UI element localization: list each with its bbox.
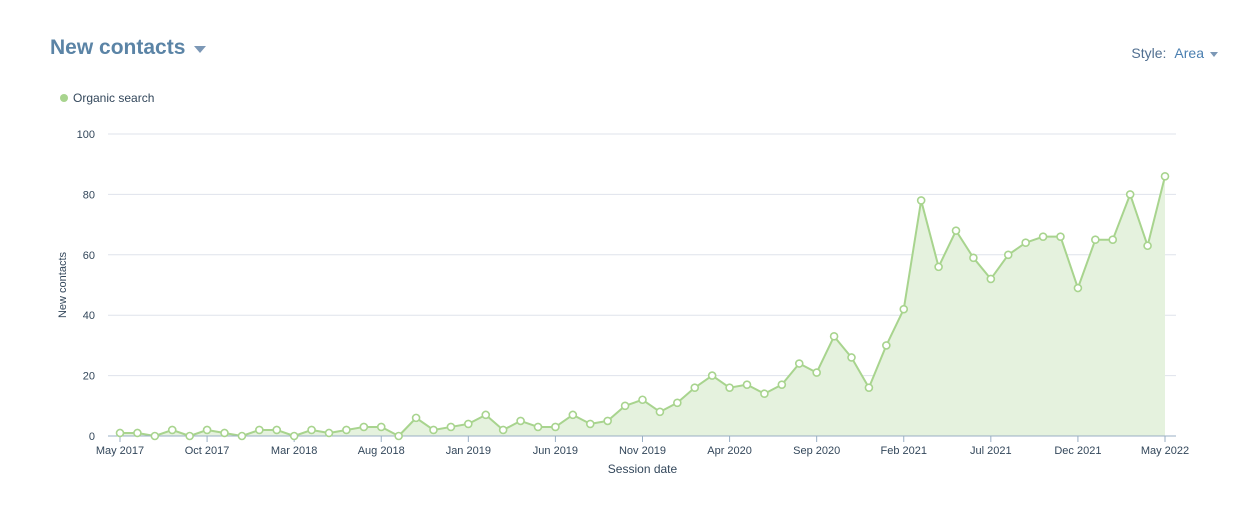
data-point [1160, 171, 1170, 181]
data-point [115, 428, 125, 438]
x-tick-label: Nov 2019 [619, 445, 666, 457]
style-dropdown-value[interactable]: Area [1174, 45, 1204, 61]
data-point [812, 368, 821, 377]
style-label: Style: [1131, 45, 1167, 61]
data-point [777, 380, 787, 389]
data-point [690, 383, 700, 392]
x-tick-label: Jan 2019 [446, 445, 491, 457]
chevron-down-icon[interactable] [194, 46, 207, 53]
area-fill [120, 176, 1165, 436]
data-point [742, 380, 752, 389]
data-point [934, 262, 943, 272]
report-title-dropdown[interactable]: New contacts [50, 36, 207, 60]
data-point [324, 428, 334, 438]
data-point [307, 425, 316, 435]
x-tick-label: Feb 2021 [881, 445, 927, 457]
data-point [1125, 190, 1135, 199]
data-point [481, 410, 491, 420]
y-tick-label: 40 [83, 310, 95, 322]
x-axis-title: Session date [608, 462, 678, 476]
data-point [464, 419, 473, 429]
data-point [899, 304, 909, 314]
data-point [185, 431, 194, 441]
data-point [202, 425, 212, 435]
data-point [673, 398, 682, 408]
data-point [533, 422, 543, 432]
report-title: New contacts [50, 36, 186, 59]
y-tick-label: 0 [89, 431, 95, 443]
y-tick-label: 100 [77, 129, 95, 141]
data-point [133, 428, 142, 438]
data-point [272, 425, 282, 435]
x-tick-label: Jun 2019 [533, 445, 578, 457]
data-point [725, 383, 734, 392]
data-point [951, 226, 961, 235]
data-point [986, 274, 996, 284]
data-point [707, 371, 717, 380]
data-point [1143, 241, 1152, 251]
x-tick-label: May 2022 [1141, 445, 1189, 457]
y-axis-title: New contacts [57, 251, 69, 318]
data-point [829, 332, 839, 341]
data-point [585, 419, 595, 429]
data-point [342, 425, 351, 435]
y-tick-label: 80 [83, 189, 95, 201]
data-point [429, 425, 438, 435]
x-tick-label: Aug 2018 [358, 445, 405, 457]
data-point [1056, 232, 1065, 241]
x-tick-label: Mar 2018 [271, 445, 317, 457]
data-point [1073, 283, 1083, 293]
data-point [847, 353, 856, 362]
data-point [655, 407, 665, 417]
x-tick-label: Dec 2021 [1054, 445, 1101, 457]
legend-label-organic-search: Organic search [73, 91, 155, 105]
data-point [1091, 235, 1100, 244]
x-tick-label: Jul 2021 [970, 445, 1012, 457]
x-tick-label: Sep 2020 [793, 445, 840, 457]
data-point [551, 422, 560, 432]
data-point [603, 416, 612, 426]
data-point [1108, 235, 1118, 244]
chart-style-selector[interactable]: Style: Area [1131, 45, 1218, 61]
data-point [882, 341, 891, 350]
data-point [150, 431, 160, 441]
data-point [255, 425, 264, 435]
x-tick-label: Apr 2020 [707, 445, 752, 457]
data-point [394, 431, 403, 441]
data-point [376, 422, 386, 432]
data-point [916, 196, 926, 205]
data-point [237, 431, 247, 441]
legend-dot-icon [60, 94, 68, 102]
y-tick-label: 20 [83, 371, 95, 383]
data-point [516, 416, 525, 426]
chart-legend[interactable]: Organic search [60, 91, 154, 105]
data-point [411, 413, 421, 423]
data-point [969, 253, 978, 263]
chevron-down-icon[interactable] [1210, 51, 1218, 57]
data-point [446, 422, 456, 432]
data-point [760, 389, 769, 399]
data-point [638, 395, 647, 405]
data-point [1038, 232, 1048, 241]
data-point [620, 401, 630, 411]
data-point [568, 410, 578, 420]
data-point [794, 359, 804, 368]
data-point [498, 425, 508, 435]
data-point [289, 431, 299, 441]
data-point [359, 422, 369, 432]
y-tick-label: 60 [83, 250, 95, 262]
x-tick-label: Oct 2017 [185, 445, 230, 457]
data-point [1021, 238, 1030, 248]
data-point [1003, 250, 1013, 260]
x-tick-label: May 2017 [96, 445, 144, 457]
data-point [864, 383, 874, 392]
data-point [220, 428, 229, 438]
data-point [167, 425, 177, 435]
